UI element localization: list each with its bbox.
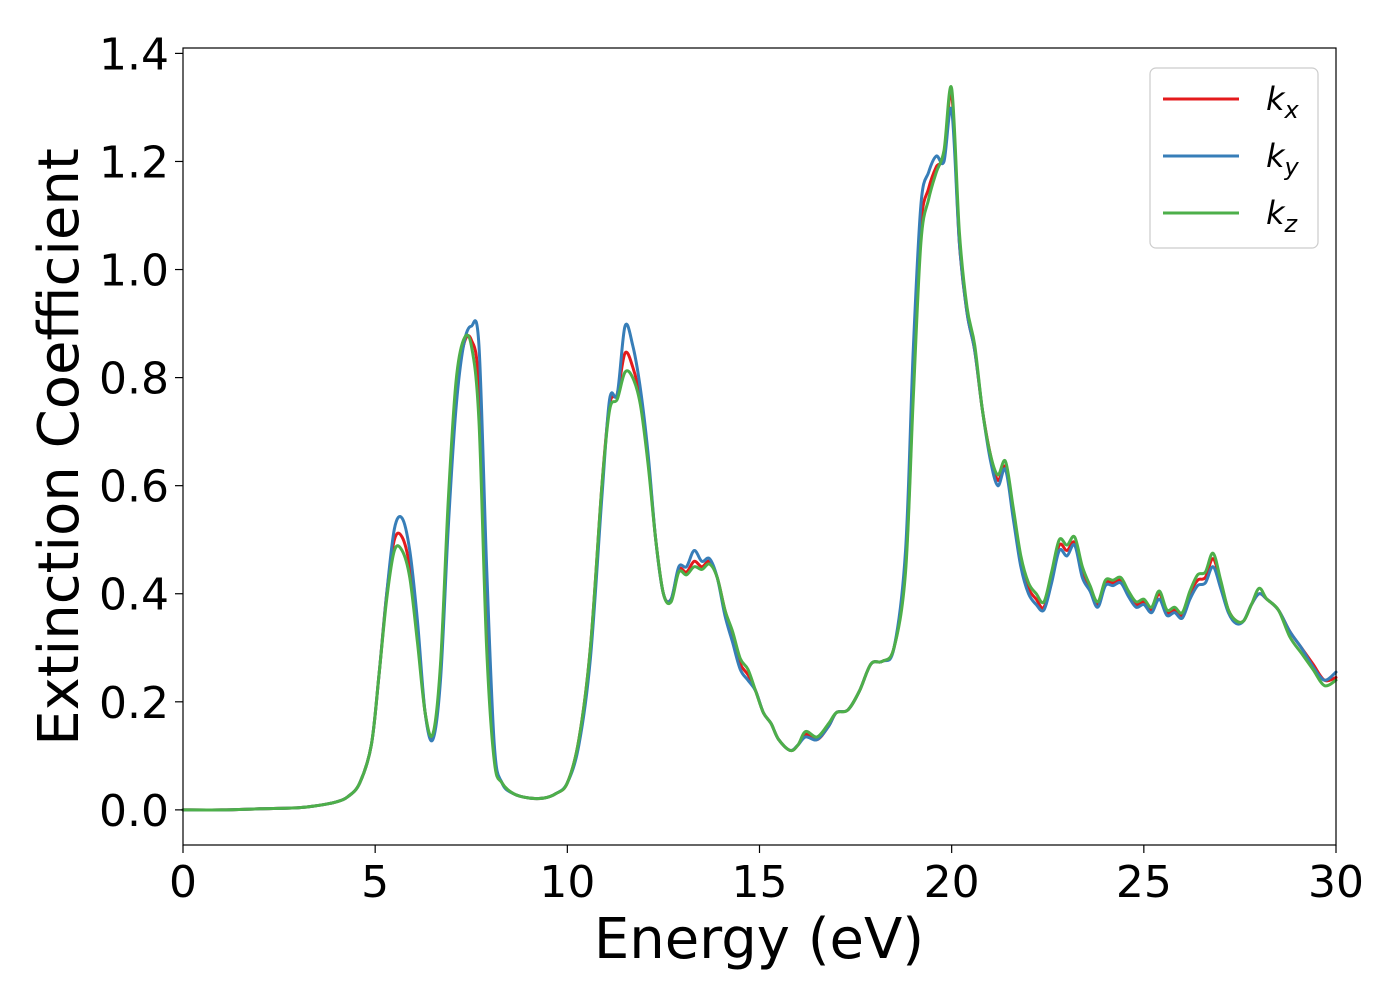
series-line-kz: [181, 85, 1338, 812]
x-tick-label: 5: [361, 857, 389, 908]
legend-box: [1149, 67, 1319, 249]
y-tick-label: 0.8: [99, 354, 169, 405]
x-tick-label: 30: [1308, 857, 1364, 908]
legend-items: kx ky kz: [1163, 80, 1300, 238]
y-tick-label: 0.2: [99, 678, 169, 729]
x-axis-label: Energy (eV): [594, 907, 924, 972]
x-tick-label: 0: [169, 857, 197, 908]
legend-label-kz: kz: [1266, 194, 1299, 238]
y-axis-label: Extinction Coefficient: [27, 148, 92, 746]
y-tick-label: 0.6: [99, 462, 169, 513]
legend-label-ky: ky: [1266, 137, 1300, 181]
series-layer: [181, 85, 1338, 812]
x-tick-label: 10: [539, 857, 595, 908]
y-tick-label: 1.0: [99, 246, 169, 297]
y-tick-label: 1.4: [99, 29, 169, 80]
x-tick-label: 25: [1116, 857, 1172, 908]
y-tick-label: 1.2: [99, 137, 169, 188]
y-tick-label: 0.0: [99, 786, 169, 837]
x-axis-ticks: 0 5 10 15 20 25 30: [169, 845, 1364, 908]
x-tick-label: 15: [732, 857, 788, 908]
y-axis-ticks: 0.0 0.2 0.4 0.6 0.8 1.0 1.2 1.4: [99, 29, 183, 837]
legend-label-kx: kx: [1266, 80, 1300, 124]
y-tick-label: 0.4: [99, 570, 169, 621]
series-line-ky: [181, 106, 1338, 812]
x-tick-label: 20: [924, 857, 980, 908]
legend: kx ky kz: [1149, 67, 1319, 249]
